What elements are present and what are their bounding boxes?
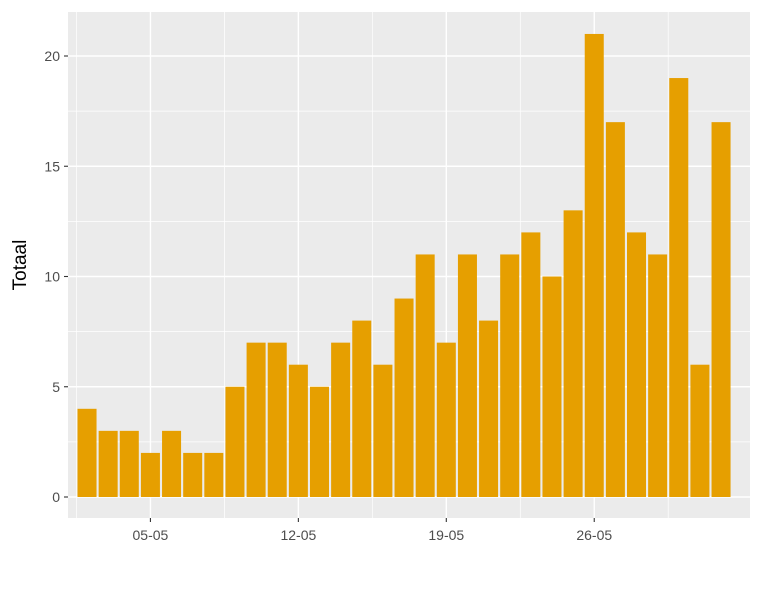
bar-30-05 — [669, 78, 689, 498]
bar-07-05 — [183, 452, 203, 497]
bar-06-05 — [162, 430, 182, 497]
bar-14-05 — [331, 342, 351, 497]
bar-26-05 — [584, 33, 604, 497]
x-tick-label: 19-05 — [428, 527, 464, 543]
x-tick-label: 12-05 — [280, 527, 316, 543]
bar-22-05 — [500, 254, 520, 497]
x-axis: 05-05 12-05 19-05 26-05 — [133, 518, 612, 543]
bar-05-05 — [140, 452, 160, 497]
bar-21-05 — [479, 320, 499, 497]
y-tick-label: 15 — [44, 158, 60, 174]
bar-24-05 — [542, 276, 562, 497]
bar-23-05 — [521, 232, 541, 497]
bar-18-05 — [415, 254, 435, 497]
x-tick-label: 05-05 — [133, 527, 169, 543]
x-tick-label: 26-05 — [576, 527, 612, 543]
bar-11-05 — [267, 342, 287, 497]
y-axis: 0 5 10 15 20 — [44, 48, 68, 505]
bar-15-05 — [352, 320, 372, 497]
y-tick-label: 20 — [44, 48, 60, 64]
bar-29-05 — [648, 254, 668, 497]
bar-13-05 — [309, 386, 330, 497]
bar-27-05 — [605, 122, 625, 498]
bar-02-05 — [77, 408, 97, 497]
bar-31-05 — [690, 364, 710, 497]
bar-09-05 — [225, 386, 245, 497]
bar-28-05 — [626, 232, 647, 497]
bar-03-05 — [98, 430, 118, 497]
bar-17-05 — [394, 298, 414, 497]
bar-20-05 — [457, 254, 477, 497]
bar-25-05 — [563, 210, 583, 497]
bar-04-05 — [119, 430, 139, 497]
bars — [77, 33, 731, 498]
y-tick-label: 5 — [52, 379, 60, 395]
y-axis-label: Totaal — [10, 240, 31, 291]
bar-01-06 — [711, 122, 731, 498]
bar-12-05 — [288, 364, 308, 497]
bar-19-05 — [436, 342, 456, 497]
y-tick-label: 0 — [52, 489, 60, 505]
y-tick-label: 10 — [44, 269, 60, 285]
bar-08-05 — [204, 452, 224, 497]
bar-16-05 — [373, 364, 393, 497]
bar-10-05 — [246, 342, 266, 497]
